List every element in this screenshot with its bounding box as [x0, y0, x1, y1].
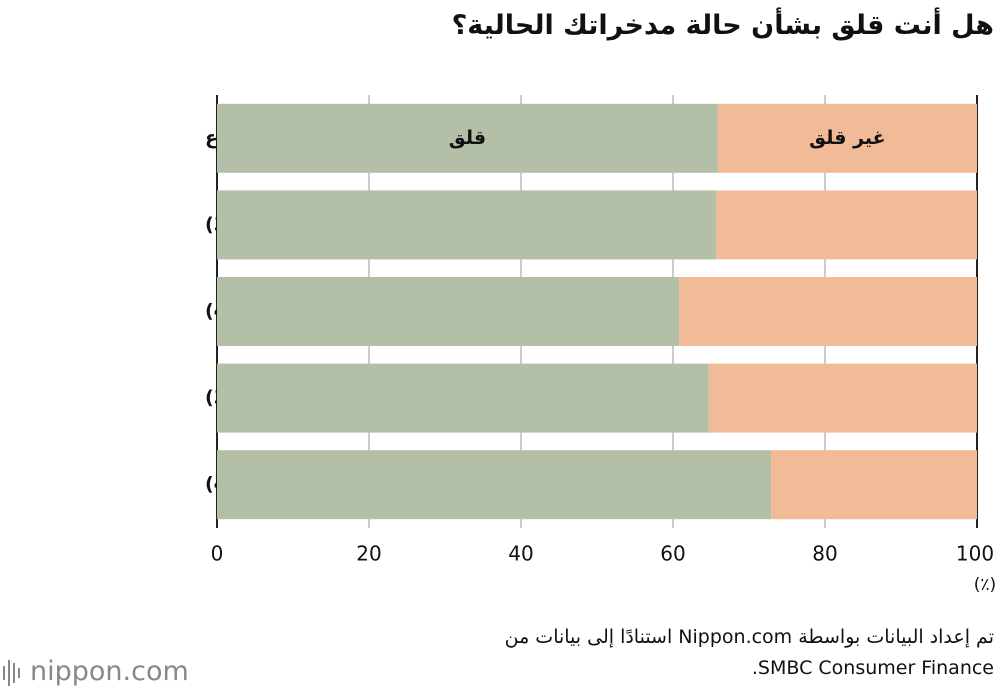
x-tick-label: 0 — [211, 542, 224, 566]
source: تم إعداد البيانات بواسطة Nippon.com استن… — [505, 622, 994, 684]
legend-label: قلق — [449, 127, 486, 149]
bar-segment — [217, 103, 718, 173]
x-tick-label: 100 — [956, 542, 994, 566]
logo: nippon.com — [30, 656, 189, 687]
source-line: تم إعداد البيانات بواسطة Nippon.com استن… — [504, 626, 994, 648]
bar-segment — [217, 277, 680, 346]
x-tick-label: 60 — [660, 542, 685, 566]
bar-segment — [708, 363, 977, 433]
source-line: SMBC Consumer Finance. — [751, 657, 994, 679]
x-tick-label: 40 — [508, 542, 533, 566]
bar-segment — [217, 190, 717, 260]
legend-label: غير قلق — [809, 127, 886, 149]
bar-segment — [217, 450, 772, 520]
x-axis-label: (٪) — [974, 575, 996, 595]
bar-segment — [771, 450, 977, 520]
chart-title: هل أنت قلق بشأن حالة مدخراتك الحالية؟ — [451, 10, 994, 41]
bar-segment — [217, 363, 709, 433]
logo-icon — [3, 660, 20, 686]
x-tick-label: 80 — [812, 542, 837, 566]
bar-segment — [717, 103, 977, 173]
x-tick-label: 20 — [356, 542, 381, 566]
bar-segment — [716, 190, 977, 260]
bar-segment — [679, 277, 977, 346]
